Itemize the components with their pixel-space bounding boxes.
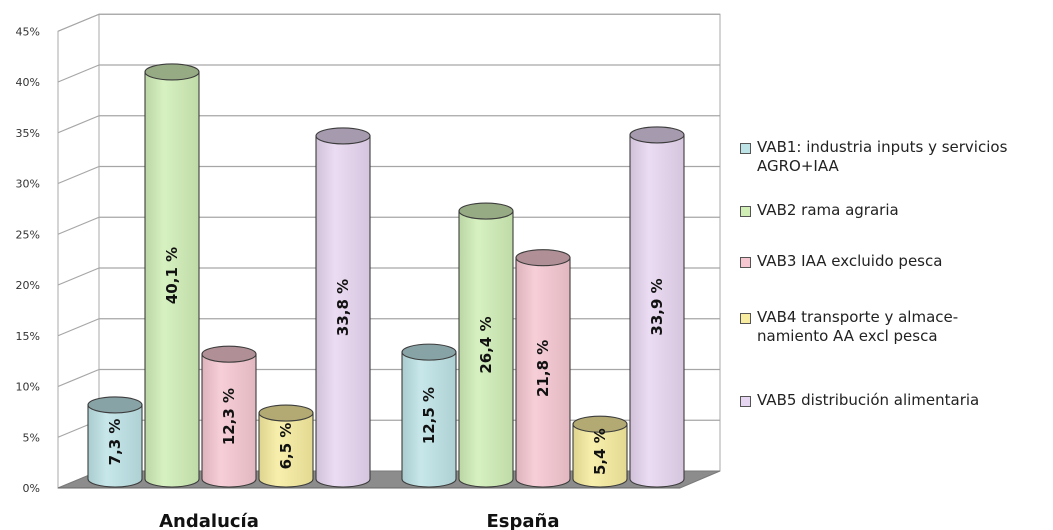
legend-swatch [740,313,751,324]
bar-españa-1 [401,351,457,488]
y-tick-label: 25% [16,228,40,241]
legend-item: VAB5 distribución alimentaria [740,391,1050,410]
gridline-side [57,216,100,235]
bar-top [629,126,685,144]
bar-españa-2 [458,210,514,488]
data-label: 26,4 % [477,316,495,373]
bar-top [515,249,571,267]
bar-top [401,343,457,361]
data-label: 5,4 % [591,428,609,475]
legend-item: VAB4 transporte y almace- namiento AA ex… [740,308,1050,346]
bar-españa-5 [629,134,685,488]
y-tick-label: 0% [23,482,40,495]
bar-top [315,127,371,145]
legend-swatch [740,143,751,154]
gridline-side [57,368,100,388]
y-tick-label: 10% [16,381,40,394]
legend-label: VAB1: industria inputs y servicios AGRO+… [757,138,1008,175]
y-tick-label: 20% [16,279,40,292]
data-label: 33,8 % [334,279,352,336]
bar-top [201,345,257,363]
gridline-side [57,165,100,185]
legend-item: VAB2 rama agraria [740,201,1050,220]
gridline-side [57,64,100,83]
gridline-side [57,318,100,337]
data-label: 12,3 % [220,388,238,445]
legend-swatch [740,396,751,407]
y-tick-label: 35% [16,127,40,140]
data-label: 21,8 % [534,340,552,397]
legend-swatch [740,206,751,217]
bar-andalucía-2 [144,71,200,488]
bar-top [258,404,314,422]
bar-top [144,63,200,81]
gridline-side [57,267,100,286]
legend-label: VAB4 transporte y almace- namiento AA ex… [757,308,959,345]
data-label: 12,5 % [420,387,438,444]
bar-españa-4 [572,423,628,488]
y-tick-label: 30% [16,178,40,191]
x-category-label: Andalucía [159,511,259,530]
legend-label: VAB5 distribución alimentaria [757,391,980,409]
legend-item: VAB1: industria inputs y servicios AGRO+… [740,138,1050,176]
bar-andalucía-1 [87,404,143,488]
bar-top [572,415,628,433]
data-label: 33,9 % [648,278,666,335]
y-tick-label: 40% [16,76,40,89]
y-tick-label: 45% [16,25,40,38]
bar-españa-3 [515,257,571,488]
data-label: 6,5 % [277,423,295,470]
bar-andalucía-3 [201,353,257,488]
data-label: 7,3 % [106,419,124,466]
bar-andalucía-5 [315,135,371,488]
legend-label: VAB2 rama agraria [757,201,899,219]
gridline-side [57,115,100,134]
gridline-side [57,13,100,32]
legend-swatch [740,257,751,268]
bar-andalucía-4 [258,412,314,488]
bar-top [458,202,514,220]
y-tick-label: 5% [23,431,40,444]
legend-label: VAB3 IAA excluido pesca [757,252,943,270]
x-category-label: España [486,511,559,530]
data-label: 40,1 % [163,247,181,304]
bar-top [87,396,143,414]
legend-item: VAB3 IAA excluido pesca [740,252,1050,271]
y-tick-label: 15% [16,330,40,343]
